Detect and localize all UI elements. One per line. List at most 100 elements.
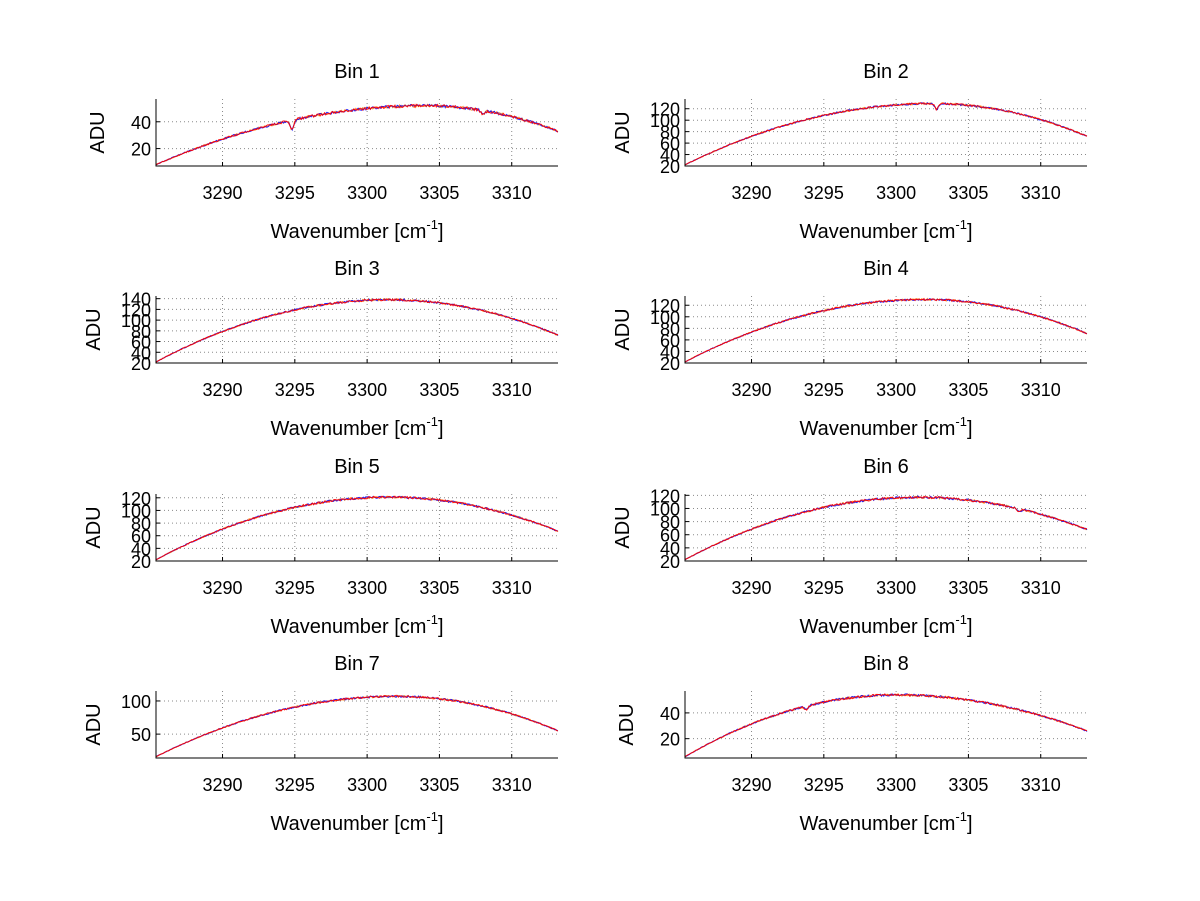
y-axis-label: ADU [87,111,109,153]
x-tick-label: 3300 [876,183,916,203]
y-tick-label: 20 [660,552,680,572]
x-axis-label-end: ] [967,616,973,638]
x-tick-label: 3310 [492,183,532,203]
y-tick-label: 60 [660,331,680,351]
y-axis-label: ADU [83,506,105,548]
x-axis-label-end: ] [967,221,973,243]
x-axis-label-superscript: -1 [955,612,967,627]
y-tick-label: 100 [121,692,151,712]
x-tick-label: 3305 [948,183,988,203]
x-axis-label: Wavenumber [cm-1] [799,809,972,835]
x-axis-label: Wavenumber [cm-1] [270,217,443,243]
y-axis-label: ADU [612,308,634,350]
y-axis-label: ADU [616,703,638,745]
x-tick-label: 3310 [1021,578,1061,598]
x-tick-label: 3310 [492,775,532,795]
x-tick-label: 3310 [492,380,532,400]
series-line-3 [684,297,1088,363]
y-tick-label: 80 [660,123,680,143]
y-tick-label: 80 [131,514,151,534]
panel-bin-1: 3290 3295 3300 3305 3310 20 40 Bin 1 Wavenumber … [87,61,559,243]
x-tick-label: 3295 [804,380,844,400]
x-axis-label-superscript: -1 [955,809,967,824]
y-tick-label: 100 [650,111,680,131]
y-tick-label: 100 [121,311,151,331]
y-tick-label: 120 [650,296,680,316]
x-axis-label: Wavenumber [cm-1] [799,217,972,243]
x-axis-label: Wavenumber [cm-1] [270,612,443,638]
x-tick-label: 3290 [202,578,242,598]
x-axis-label-superscript: -1 [426,809,438,824]
x-tick-label: 3310 [1021,183,1061,203]
panel-title: Bin 1 [334,61,380,83]
x-tick-label: 3300 [347,183,387,203]
x-tick-label: 3305 [419,578,459,598]
y-tick-label: 20 [131,140,151,160]
x-axis-label: Wavenumber [cm-1] [270,414,443,440]
x-tick-label: 3290 [731,380,771,400]
axes [155,691,558,759]
y-tick-label: 60 [131,333,151,353]
y-tick-label: 40 [131,343,151,363]
panel-title: Bin 4 [863,258,909,280]
x-tick-label: 3295 [275,775,315,795]
y-tick-label: 40 [660,342,680,362]
y-tick-label: 140 [121,290,151,310]
series-line-3 [684,495,1088,561]
x-tick-label: 3300 [347,578,387,598]
x-tick-label: 3290 [731,775,771,795]
x-axis-label-end: ] [438,221,444,243]
series-line-3 [684,693,1088,758]
series-line-3 [684,102,1088,166]
x-tick-label: 3305 [948,775,988,795]
x-axis-label-superscript: -1 [426,217,438,232]
x-tick-label: 3295 [275,183,315,203]
x-axis-label: Wavenumber [cm-1] [799,414,972,440]
panel-title: Bin 3 [334,258,380,280]
y-tick-label: 50 [131,725,151,745]
x-tick-label: 3300 [876,380,916,400]
y-axis-label: ADU [83,703,105,745]
x-tick-label: 3290 [202,775,242,795]
y-axis-label: ADU [612,506,634,548]
x-axis-label-main: Wavenumber [cm [799,813,955,835]
x-tick-label: 3300 [347,380,387,400]
x-tick-label: 3295 [275,380,315,400]
x-tick-label: 3290 [202,183,242,203]
x-axis-label-end: ] [438,813,444,835]
series-line-3 [155,495,559,561]
x-tick-label: 3305 [419,380,459,400]
x-axis-label: Wavenumber [cm-1] [270,809,443,835]
panel-bin-8: 3290 3295 3300 3305 3310 20 40 Bin 8 Wavenumber … [616,653,1088,835]
panel-title: Bin 6 [863,456,909,478]
x-tick-label: 3305 [948,578,988,598]
x-tick-label: 3295 [804,183,844,203]
x-axis-label-end: ] [438,616,444,638]
panel-title: Bin 2 [863,61,909,83]
y-tick-label: 120 [650,486,680,506]
x-axis-label-superscript: -1 [426,612,438,627]
y-tick-label: 60 [660,134,680,154]
x-tick-label: 3295 [804,775,844,795]
y-tick-label: 60 [660,526,680,546]
y-tick-label: 40 [660,539,680,559]
x-axis-label-main: Wavenumber [cm [270,418,426,440]
x-tick-label: 3290 [731,183,771,203]
panel-title: Bin 8 [863,653,909,675]
x-axis-label-end: ] [438,418,444,440]
x-axis-label-main: Wavenumber [cm [799,616,955,638]
x-axis-label-main: Wavenumber [cm [270,221,426,243]
y-tick-label: 80 [131,322,151,342]
y-tick-label: 120 [121,489,151,509]
y-tick-label: 120 [121,300,151,320]
y-tick-label: 100 [650,499,680,519]
y-tick-label: 80 [660,319,680,339]
y-tick-label: 20 [660,354,680,374]
x-axis-label-superscript: -1 [426,414,438,429]
